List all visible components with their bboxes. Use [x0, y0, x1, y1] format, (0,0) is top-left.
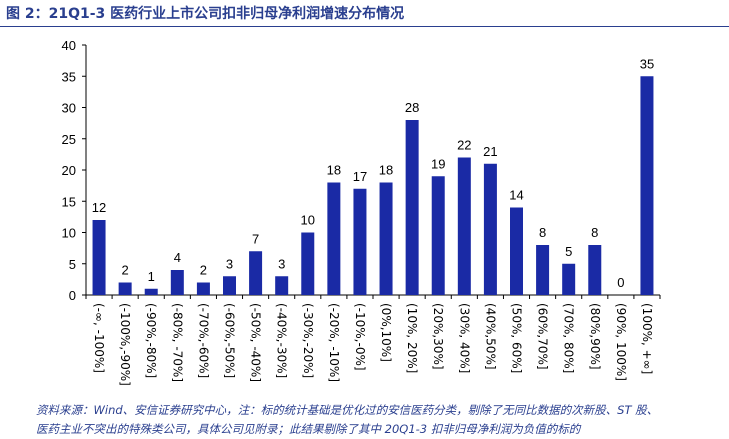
bar	[588, 245, 602, 295]
bar	[562, 263, 576, 295]
bar-value-label: 0	[617, 275, 624, 290]
bar	[301, 232, 315, 295]
y-tick-label: 15	[62, 194, 76, 209]
bar	[223, 276, 236, 295]
x-axis	[85, 294, 661, 299]
bar-value-label: 21	[483, 144, 497, 159]
bar	[249, 251, 263, 295]
y-tick-label: 35	[62, 69, 76, 84]
bar	[510, 207, 523, 295]
category-labels: (-∞, -100%] (-100%,-90%] (-90%,-80%] (-80%,…	[92, 303, 654, 386]
bar-value-label: 22	[457, 138, 471, 153]
category-label: (-90%,-80%]	[144, 303, 158, 378]
bar-value-label: 8	[591, 225, 598, 240]
bar-value-label: 1	[148, 269, 155, 284]
bar	[457, 157, 471, 295]
y-tick-label: 10	[62, 226, 76, 241]
bar	[640, 76, 654, 295]
bar	[431, 176, 445, 295]
category-label: (-∞, -100%]	[92, 303, 106, 373]
bar-value-label: 10	[301, 213, 315, 228]
bar-value-label: 2	[122, 263, 129, 278]
bar-value-label: 12	[92, 200, 106, 215]
category-label: (-70%,-60%]	[196, 303, 210, 378]
bar	[353, 188, 367, 295]
bar-value-label: 14	[509, 188, 523, 203]
source-line-1: 资料来源：Wind、安信证券研究中心，注：标的统计基础是优化过的安信医药分类，剔…	[36, 403, 659, 417]
category-label: (80%,90%]	[588, 303, 602, 370]
bar-value-label: 19	[431, 156, 445, 171]
y-tick-label: 5	[69, 257, 76, 272]
category-label: (-50%, -40%]	[249, 303, 263, 382]
category-label: (-40%,-30%]	[275, 303, 289, 378]
bar	[92, 220, 106, 295]
category-label: (30%, 40%]	[457, 303, 471, 373]
bar	[275, 276, 289, 295]
bar-value-label: 3	[278, 256, 285, 271]
bar-value-label: 18	[379, 163, 393, 178]
bar	[536, 245, 550, 295]
bar	[379, 182, 393, 295]
category-label: (-80%, -70%]	[170, 303, 184, 382]
category-label: (-10%,-0%]	[353, 303, 367, 371]
y-axis: 0 5 10 15 20 25 30 35 40	[62, 38, 87, 303]
y-tick-label: 25	[62, 132, 76, 147]
bar	[405, 120, 419, 295]
title-divider	[0, 26, 729, 27]
category-label: (70%, 80%]	[562, 303, 576, 373]
category-label: (-100%,-90%]	[118, 303, 132, 386]
bar-value-label: 35	[640, 56, 654, 71]
bar-value-label: 5	[565, 244, 572, 259]
bar-value-label: 7	[252, 231, 259, 246]
figure-title: 图 2：21Q1-3 医药行业上市公司扣非归母净利润增速分布情况	[6, 6, 405, 22]
category-label: (40%,50%]	[483, 303, 497, 370]
y-tick-label: 20	[62, 163, 76, 178]
bar	[144, 288, 158, 295]
bar-value-label: 17	[353, 169, 367, 184]
category-label: (100%, +∞]	[640, 303, 654, 374]
category-label: (-60%,-50%]	[223, 303, 237, 378]
bar-value-label: 2	[200, 263, 207, 278]
bar	[483, 163, 497, 295]
bar-series	[92, 76, 654, 295]
category-label: (-20%, -10%]	[327, 303, 341, 382]
y-tick-label: 0	[69, 288, 76, 303]
source-note: 资料来源：Wind、安信证券研究中心，注：标的统计基础是优化过的安信医药分类，剔…	[36, 401, 726, 439]
category-label: (10%, 20%]	[405, 303, 419, 373]
bar	[170, 270, 184, 295]
category-label: (60%,70%]	[536, 303, 550, 370]
bar-value-label: 8	[539, 225, 546, 240]
bar	[196, 282, 210, 295]
y-tick-label: 40	[62, 38, 76, 53]
bar-value-label: 18	[327, 163, 341, 178]
bar	[327, 182, 341, 295]
bar	[118, 282, 132, 295]
bar-value-label: 28	[405, 100, 419, 115]
bar-value-label: 4	[174, 250, 181, 265]
category-label: (-30%,-20%]	[301, 303, 315, 378]
category-label: (90%, 100%]	[614, 303, 628, 381]
bar-value-label: 3	[226, 256, 233, 271]
category-label: (20%,30%]	[431, 303, 445, 370]
category-label: (50%, 60%]	[510, 303, 524, 373]
category-label: (0%,10%]	[379, 303, 393, 362]
y-tick-label: 30	[62, 101, 76, 116]
